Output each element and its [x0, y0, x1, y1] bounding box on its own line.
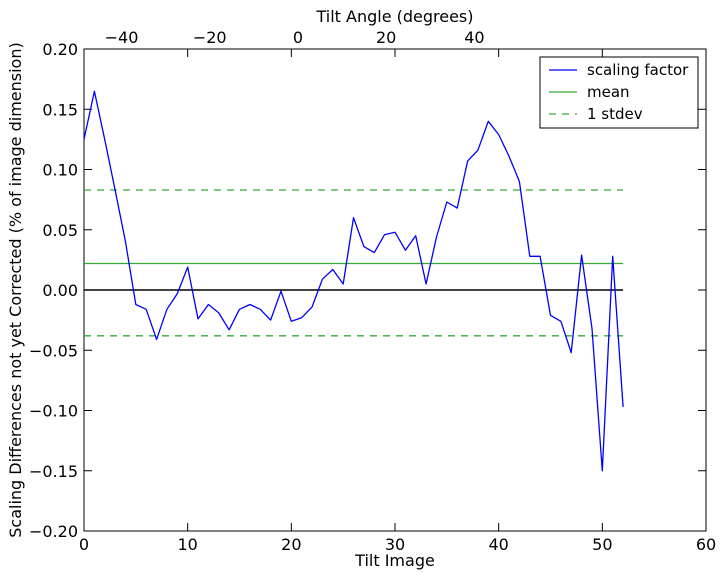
x-axis-title: Tilt Image — [354, 551, 435, 570]
y-tick-label: 0.20 — [42, 40, 78, 59]
x-tick-label: 0 — [79, 535, 89, 554]
x-tick-label: 50 — [592, 535, 612, 554]
y-tick-label: 0.10 — [42, 161, 78, 180]
x-tick-label: 30 — [385, 535, 405, 554]
x-tick-label: 40 — [488, 535, 508, 554]
x-tick-label: 20 — [281, 535, 301, 554]
legend-label-scaling-factor: scaling factor — [587, 61, 689, 79]
legend: scaling factor mean 1 stdev — [539, 56, 699, 129]
tick-marks — [83, 48, 707, 532]
legend-label-mean: mean — [587, 83, 630, 101]
x2-tick-label: −20 — [193, 28, 227, 47]
x2-tick-label: 20 — [376, 28, 396, 47]
legend-label-stdev: 1 stdev — [587, 105, 643, 123]
tick-labels: 0 10 20 30 40 50 60 −0.20 −0.15 −0.10 −0.05 0.00 0.0… — [29, 28, 716, 554]
y-tick-label: 0.00 — [42, 281, 78, 300]
y-tick-label: −0.15 — [29, 462, 78, 481]
y-tick-label: −0.10 — [29, 402, 78, 421]
y-tick-label: −0.05 — [29, 341, 78, 360]
y-tick-label: 0.15 — [42, 100, 78, 119]
scaling-factor-line — [83, 90, 624, 472]
x2-tick-label: 0 — [293, 28, 303, 47]
y-tick-label: 0.05 — [42, 221, 78, 240]
x-tick-label: 10 — [177, 535, 197, 554]
series-lines — [83, 90, 624, 472]
x2-tick-label: 40 — [464, 28, 484, 47]
y-axis-title: Scaling Differences not yet Corrected (%… — [6, 42, 25, 537]
y-tick-label: −0.20 — [29, 522, 78, 541]
x2-axis-title: Tilt Angle (degrees) — [315, 7, 473, 26]
x-tick-label: 60 — [696, 535, 716, 554]
x2-tick-label: −40 — [105, 28, 139, 47]
